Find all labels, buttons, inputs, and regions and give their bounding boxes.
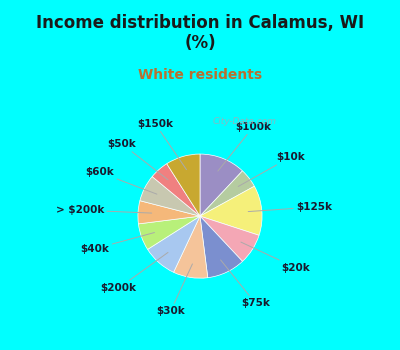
Wedge shape [200,216,242,278]
Text: Income distribution in Calamus, WI
(%): Income distribution in Calamus, WI (%) [36,14,364,52]
Text: $200k: $200k [100,252,168,293]
Wedge shape [200,216,259,261]
Text: $75k: $75k [221,260,270,308]
Wedge shape [152,164,200,216]
Text: $150k: $150k [137,119,186,170]
Wedge shape [138,216,200,250]
Text: $50k: $50k [108,139,168,180]
Wedge shape [200,186,262,235]
Wedge shape [140,176,200,216]
Text: City-Data.com: City-Data.com [213,117,277,126]
Text: $20k: $20k [241,242,310,273]
Text: White residents: White residents [138,68,262,82]
Text: $10k: $10k [238,152,305,187]
Wedge shape [167,154,200,216]
Wedge shape [200,154,242,216]
Wedge shape [200,171,254,216]
Text: $125k: $125k [248,202,332,212]
Text: $30k: $30k [156,264,192,316]
Text: $100k: $100k [218,122,272,171]
Wedge shape [174,216,208,278]
Text: $40k: $40k [81,232,154,254]
Wedge shape [138,201,200,224]
Wedge shape [148,216,200,272]
Text: > $200k: > $200k [56,205,152,215]
Text: $60k: $60k [86,167,157,194]
